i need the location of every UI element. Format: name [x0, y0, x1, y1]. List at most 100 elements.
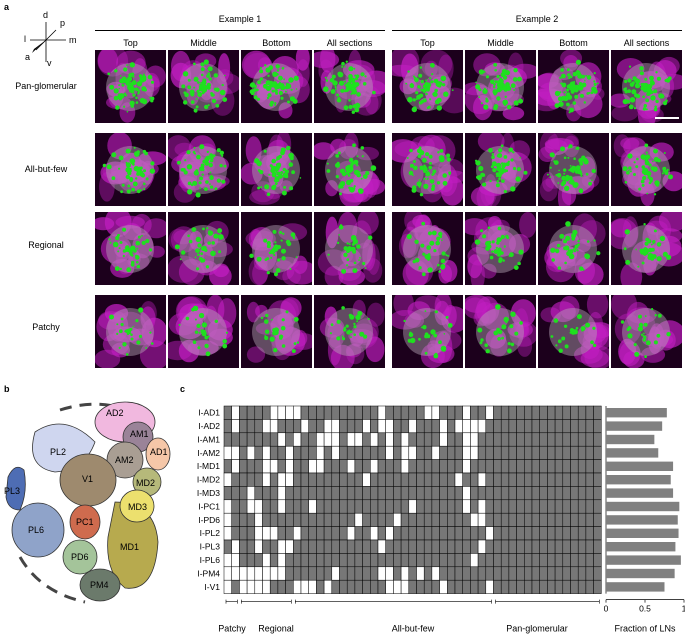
bar-tick-label: 1 — [682, 604, 685, 614]
glomerular-map-svg — [5, 401, 171, 604]
axis-v: v — [47, 58, 52, 68]
region-pl3 — [5, 466, 26, 511]
col-bottom-2: Bottom — [559, 38, 588, 48]
map-label-ad1: AD1 — [150, 447, 168, 457]
microscopy-image — [465, 295, 536, 368]
microscopy-image — [314, 50, 385, 123]
panel-b-letter: b — [4, 384, 10, 394]
axis-m: m — [69, 35, 77, 45]
microscopy-image — [168, 212, 239, 285]
example-1-rule — [95, 30, 385, 31]
map-label-md3: MD3 — [128, 502, 148, 512]
matrix-row-label: I-MD1 — [197, 461, 220, 471]
microscopy-image — [241, 50, 312, 123]
col-top-2: Top — [420, 38, 435, 48]
col-top-1: Top — [123, 38, 138, 48]
axis-d: d — [43, 10, 49, 20]
microscopy-image — [241, 133, 312, 206]
microscopy-image — [241, 295, 312, 368]
category-label: Patchy — [218, 624, 246, 634]
microscopy-image — [95, 212, 166, 285]
matrix-row-label: I-AM1 — [197, 434, 220, 444]
example-1-title: Example 1 — [218, 14, 262, 24]
microscopy-image — [392, 212, 463, 285]
map-label-pd6: PD6 — [71, 552, 89, 562]
map-label-am1: AM1 — [130, 429, 149, 439]
panel-c-letter: c — [180, 384, 186, 394]
row-label-pan: Pan-glomerular — [15, 81, 77, 91]
microscopy-image — [392, 50, 463, 123]
map-label-ad2: AD2 — [106, 408, 124, 418]
region-pc1 — [69, 504, 101, 540]
matrix-row-label: I-V1 — [204, 582, 220, 592]
example-2-rule — [392, 30, 682, 31]
matrix-row-label: I-MD2 — [197, 475, 220, 485]
bar-xlabel: Fraction of LNs — [614, 624, 676, 634]
microscopy-image — [465, 212, 536, 285]
microscopy-image — [95, 133, 166, 206]
matrix-row-label: I-AM2 — [197, 448, 220, 458]
microscopy-image — [538, 133, 609, 206]
matrix-row-label: I-AD1 — [198, 408, 220, 418]
map-label-pc1: PC1 — [76, 517, 94, 527]
microscopy-image — [538, 212, 609, 285]
matrix-chart: I-AD1 I-AD2 I-AM1 I-AM2 I-MD1 I-MD2 I-MD3 I-PC1… — [180, 398, 685, 639]
matrix-row-label: I-PC1 — [198, 501, 220, 511]
microscopy-image — [168, 133, 239, 206]
matrix-row-label: I-AD2 — [198, 421, 220, 431]
col-middle-2: Middle — [487, 38, 514, 48]
microscopy-image — [241, 212, 312, 285]
microscopy-image — [611, 133, 682, 206]
microscopy-image — [538, 295, 609, 368]
microscopy-image — [538, 50, 609, 123]
bar-tick-label: 0.5 — [639, 604, 651, 614]
microscopy-image — [95, 50, 166, 123]
col-bottom-1: Bottom — [262, 38, 291, 48]
matrix-row-label: I-PL2 — [200, 528, 221, 538]
microscopy-image — [168, 295, 239, 368]
matrix-svg: I-AD1 I-AD2 I-AM1 I-AM2 I-MD1 I-MD2 I-MD3 I-PC1… — [197, 405, 685, 634]
microscopy-image — [168, 50, 239, 123]
bar-tick-label: 0 — [604, 604, 609, 614]
microscopy-image — [465, 133, 536, 206]
microscopy-image — [95, 295, 166, 368]
microscopy-image — [611, 50, 682, 123]
scale-bar — [655, 117, 679, 119]
map-label-v1: V1 — [82, 474, 94, 484]
col-middle-1: Middle — [190, 38, 217, 48]
matrix-row-label: I-PL3 — [200, 542, 221, 552]
region-am2 — [106, 441, 144, 479]
microscopy-image — [392, 133, 463, 206]
map-label-pl6: PL6 — [28, 525, 45, 535]
example-2-title: Example 2 — [515, 14, 559, 24]
col-all-2: All sections — [623, 38, 670, 48]
map-label-am2: AM2 — [115, 455, 134, 465]
axis-l: l — [24, 34, 26, 44]
row-label-regional: Regional — [28, 240, 64, 250]
map-label-pm4: PM4 — [90, 580, 109, 590]
matrix-row-label: I-PM4 — [197, 568, 220, 578]
row-label-patchy: Patchy — [32, 322, 60, 332]
col-all-1: All sections — [326, 38, 373, 48]
matrix-row-label: I-PL6 — [200, 555, 221, 565]
microscopy-image — [392, 295, 463, 368]
microscopy-image — [465, 50, 536, 123]
compass-icon — [30, 22, 66, 62]
glomerular-map: AD2 AM1 AD1 AM2 PL2 V1 MD2 PL3 MD3 PC1 P… — [0, 392, 175, 607]
orientation-compass — [20, 10, 80, 70]
axis-p: p — [60, 18, 66, 28]
region-pl6 — [11, 502, 65, 558]
map-label-pl3: PL3 — [4, 486, 21, 496]
microscopy-image — [314, 133, 385, 206]
matrix-row-label: I-PD6 — [198, 515, 220, 525]
map-label-md1: MD1 — [120, 542, 140, 552]
microscopy-image — [314, 212, 385, 285]
microscopy-image — [611, 295, 682, 368]
axis-a: a — [25, 52, 31, 62]
region-pm4 — [79, 568, 121, 602]
category-label: Regional — [258, 624, 294, 634]
microscopy-image — [611, 212, 682, 285]
category-label: All-but-few — [392, 624, 435, 634]
region-pd6 — [62, 539, 98, 575]
panel-a-letter: a — [4, 2, 10, 12]
